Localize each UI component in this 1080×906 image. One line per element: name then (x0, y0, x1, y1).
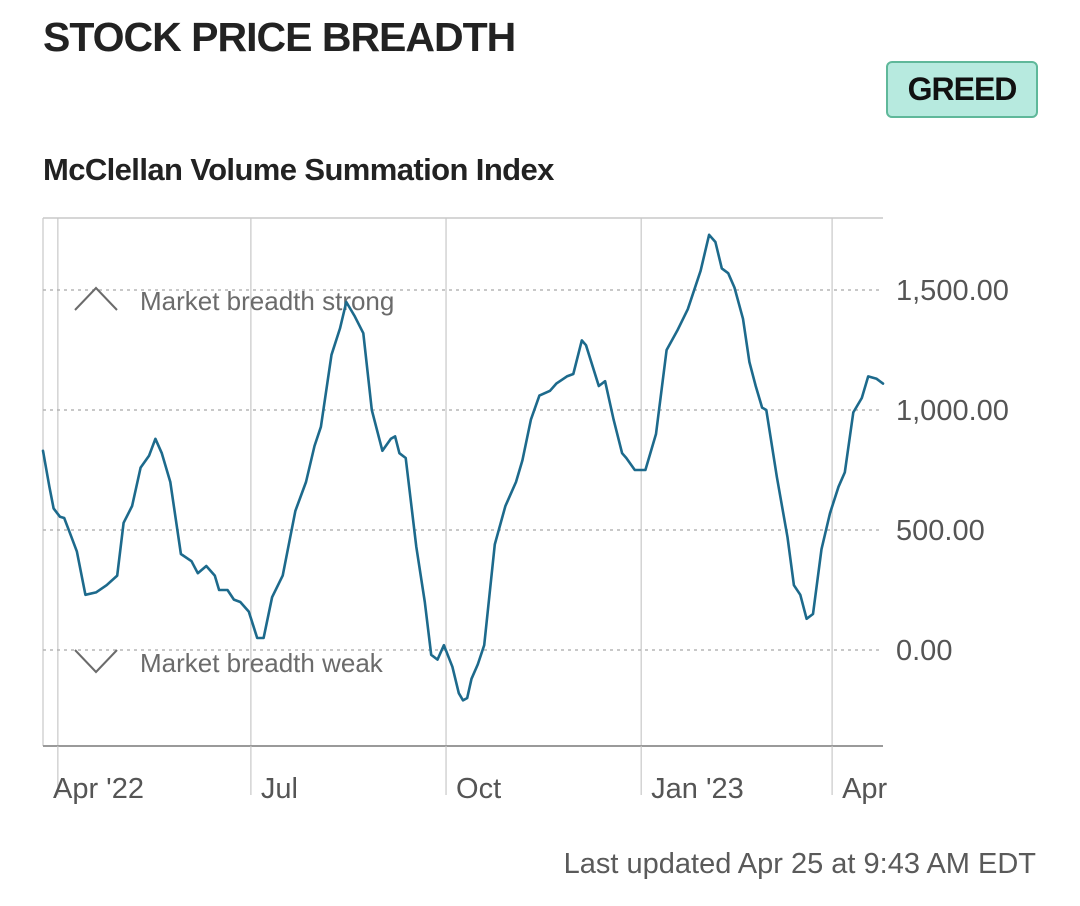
y-axis-ticks: 1,500.00 1,000.00 500.00 0.00 (896, 275, 1009, 667)
annotation-weak: Market breadth weak (74, 648, 384, 678)
annotation-strong-label: Market breadth strong (140, 286, 394, 316)
last-updated: Last updated Apr 25 at 9:43 AM EDT (563, 848, 1036, 880)
y-tick-label: 500.00 (896, 515, 985, 547)
vertical-gridlines (42, 218, 833, 746)
annotation-weak-label: Market breadth weak (140, 648, 384, 678)
y-tick-label: 1,000.00 (896, 395, 1009, 427)
chart-subtitle: McClellan Volume Summation Index (43, 152, 554, 187)
x-tick-label: Oct (456, 773, 501, 805)
chevron-down-icon (74, 649, 118, 674)
horizontal-gridlines (43, 289, 883, 651)
y-tick-label: 0.00 (896, 635, 952, 667)
series-line (41, 233, 885, 702)
x-tick-label: Jan '23 (651, 773, 744, 805)
x-tick-label: Apr (842, 773, 887, 805)
chevron-up-icon (74, 286, 118, 311)
x-axis-ticks: Apr '22 Jul Oct Jan '23 Apr (53, 746, 888, 805)
sentiment-badge: GREED (886, 61, 1038, 118)
x-tick-label: Apr '22 (53, 773, 144, 805)
x-tick-label: Jul (261, 773, 298, 805)
y-tick-label: 1,500.00 (896, 275, 1009, 307)
page-title: STOCK PRICE BREADTH (43, 14, 516, 60)
